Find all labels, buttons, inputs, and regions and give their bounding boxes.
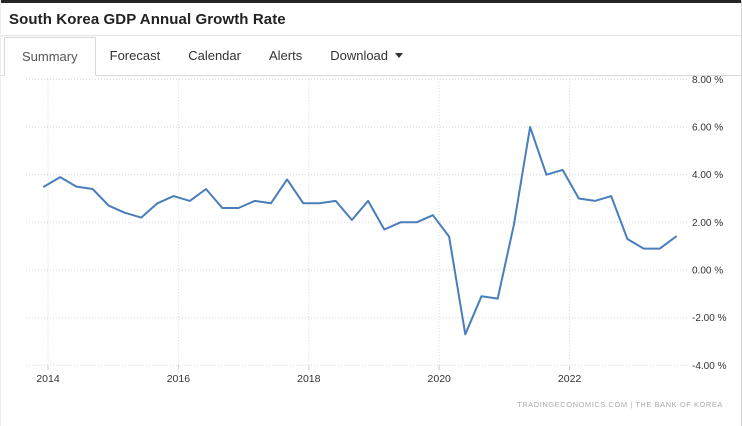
tab-download-label: Download — [330, 48, 389, 63]
top-accent-bar — [1, 0, 741, 3]
tab-calendar[interactable]: Calendar — [188, 48, 241, 63]
y-axis-label: -4.00 % — [692, 361, 727, 372]
chart-attribution: TRADINGECONOMICS.COM | THE BANK OF KOREA — [517, 400, 723, 409]
gdp-growth-series-line — [43, 126, 677, 336]
y-axis-label: 6.00 % — [692, 123, 723, 134]
chevron-down-icon — [395, 53, 404, 58]
x-axis-label: 2022 — [558, 373, 582, 385]
x-axis-label: 2018 — [297, 373, 321, 385]
x-axis-label: 2014 — [36, 373, 60, 385]
tab-forecast[interactable]: Forecast — [109, 48, 161, 63]
x-axis-label: 2016 — [167, 373, 191, 385]
header: South Korea GDP Annual Growth Rate — [1, 3, 741, 36]
tab-bar: Summary Forecast Calendar Alerts Downloa… — [1, 37, 741, 76]
tab-alerts[interactable]: Alerts — [268, 48, 303, 63]
y-axis-label: 0.00 % — [692, 266, 723, 277]
tab-summary[interactable]: Summary — [4, 37, 96, 76]
page-title: South Korea GDP Annual Growth Rate — [9, 11, 286, 28]
y-axis-label: 8.00 % — [692, 76, 723, 86]
y-axis-label: 2.00 % — [692, 218, 723, 229]
gdp-growth-line-chart: 2014 2016 2018 2020 2022 8.00 % 6.00 % 4.00 % 2.… — [26, 76, 727, 385]
y-axis-label: -2.00 % — [692, 313, 727, 324]
x-axis-label: 2020 — [428, 373, 452, 385]
tab-download[interactable]: Download — [316, 37, 417, 75]
y-axis-label: 4.00 % — [692, 170, 723, 181]
